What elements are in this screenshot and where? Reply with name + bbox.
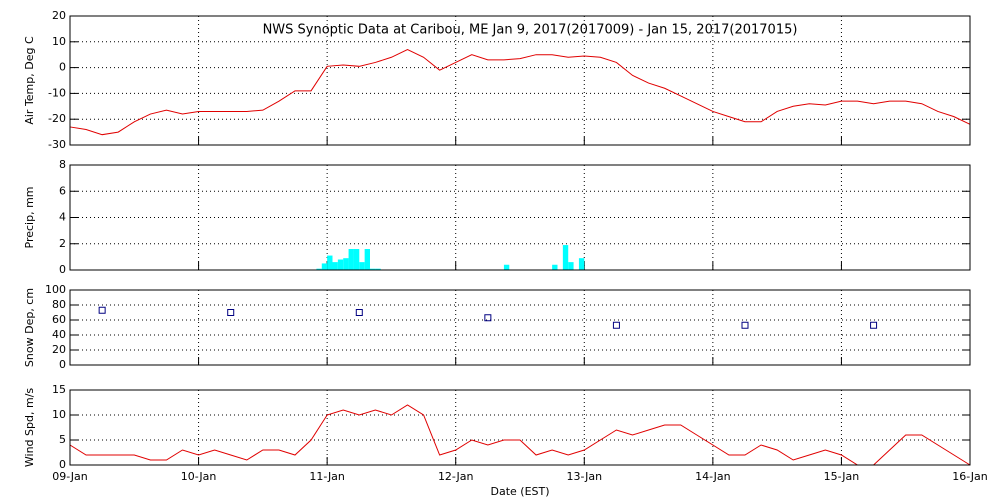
- y-tick-label: 80: [52, 298, 66, 311]
- plot-frame: [69, 164, 971, 271]
- y-tick-label: 6: [59, 184, 66, 197]
- y-tick-label: 0: [59, 263, 66, 276]
- y-tick-label: 20: [52, 9, 66, 22]
- y-tick-label: 5: [59, 433, 66, 446]
- point: [484, 314, 492, 322]
- bar: [332, 262, 338, 270]
- bar: [578, 258, 585, 270]
- point: [355, 309, 363, 316]
- point: [741, 321, 749, 329]
- y-axis-label: Snow Dep, cm: [23, 288, 36, 367]
- y-tick-label: -30: [48, 138, 66, 151]
- y-tick-label: 20: [52, 343, 66, 356]
- y-axis-label: Wind Spd, m/s: [23, 388, 36, 468]
- bar: [343, 258, 349, 270]
- bar: [353, 249, 360, 270]
- point: [227, 309, 235, 316]
- bar: [503, 264, 510, 270]
- x-tick-label: 16-Jan: [952, 470, 988, 483]
- bar: [327, 255, 333, 270]
- y-tick-label: 2: [59, 237, 66, 250]
- bar: [316, 268, 322, 270]
- y-tick-label: -20: [48, 112, 66, 125]
- y-tick-label: 10: [52, 408, 66, 421]
- plot-frame: [69, 389, 971, 466]
- y-tick-label: 0: [59, 458, 66, 471]
- bar: [370, 268, 376, 270]
- point: [98, 306, 106, 314]
- bar: [359, 262, 365, 270]
- y-tick-label: -10: [48, 86, 66, 99]
- bar: [552, 264, 558, 270]
- x-tick-label: 09-Jan: [52, 470, 88, 483]
- y-axis-label: Air Temp, Deg C: [23, 36, 36, 125]
- bar: [562, 245, 569, 270]
- bar: [568, 262, 574, 270]
- x-axis-label: Date (EST): [490, 485, 549, 498]
- y-tick-label: 8: [59, 158, 66, 171]
- x-tick-label: 13-Jan: [567, 470, 603, 483]
- bar: [375, 268, 381, 270]
- y-tick-label: 100: [45, 283, 66, 296]
- y-axis-label: Precip, mm: [23, 187, 36, 249]
- bar: [337, 259, 344, 270]
- bar: [348, 249, 354, 270]
- x-tick-label: 12-Jan: [438, 470, 474, 483]
- line: [69, 404, 971, 466]
- y-tick-label: 0: [59, 61, 66, 74]
- line: [69, 48, 971, 136]
- y-tick-label: 0: [59, 358, 66, 371]
- x-tick-label: 14-Jan: [695, 470, 731, 483]
- point: [870, 321, 878, 329]
- y-tick-label: 60: [52, 313, 66, 326]
- y-tick-label: 40: [52, 328, 66, 341]
- plot-frame: [69, 289, 971, 366]
- y-tick-label: 4: [59, 211, 66, 224]
- point: [612, 321, 620, 329]
- x-tick-label: 15-Jan: [824, 470, 860, 483]
- x-tick-label: 11-Jan: [309, 470, 345, 483]
- bar: [364, 249, 370, 270]
- y-tick-label: 15: [52, 383, 66, 396]
- chart-title: NWS Synoptic Data at Caribou, ME Jan 9, …: [263, 23, 798, 38]
- plot-frame: [69, 15, 971, 146]
- x-tick-label: 10-Jan: [181, 470, 217, 483]
- y-tick-label: 10: [52, 35, 66, 48]
- bar: [321, 263, 328, 270]
